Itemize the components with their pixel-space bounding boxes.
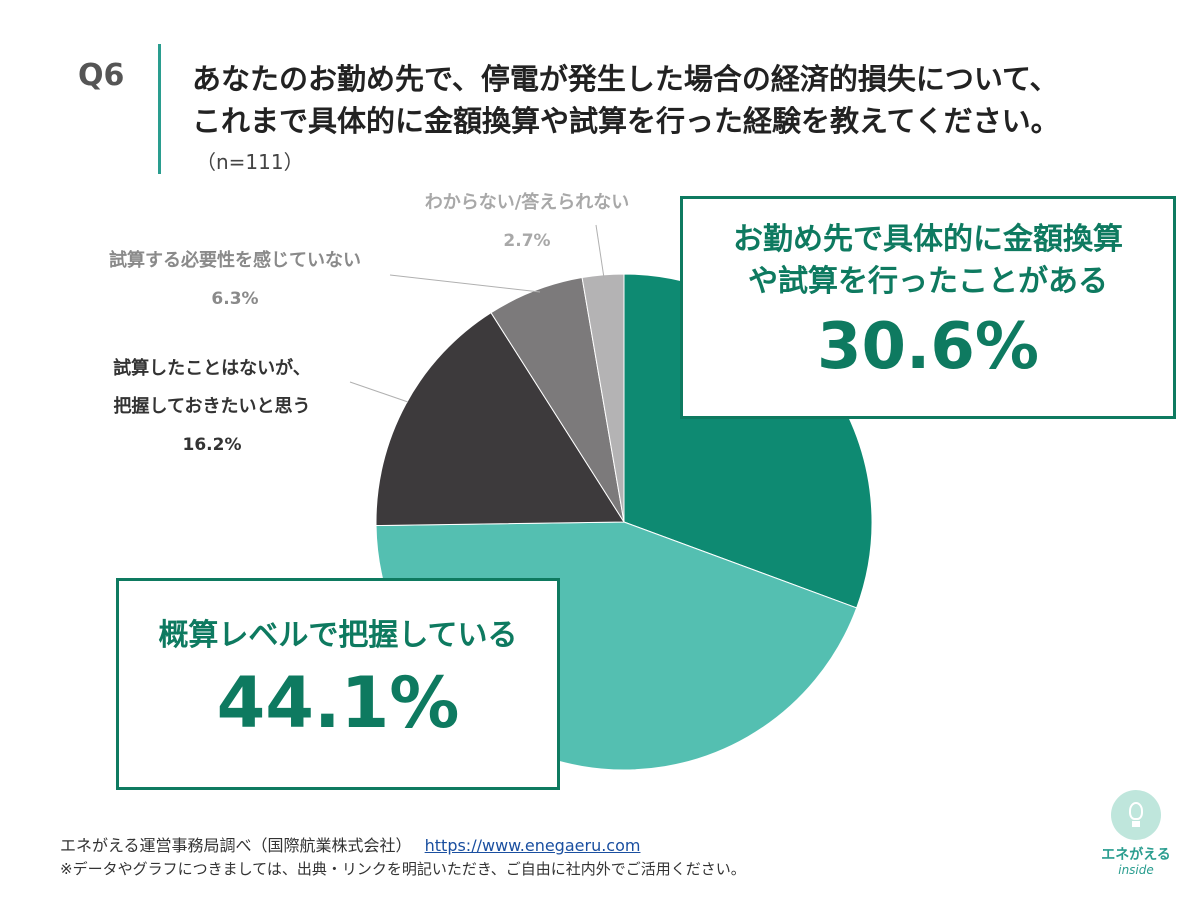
- slice5-label-text: わからない/答えられない: [424, 192, 630, 213]
- brand-logo: エネがえる inside: [1086, 790, 1186, 890]
- pie-slice-3: [375, 311, 625, 527]
- slice5-value: 2.7%: [503, 231, 551, 251]
- leader-line-slice5: [595, 224, 605, 279]
- leader-line-slice3: [349, 381, 409, 403]
- slice1-callout: お勤め先で具体的に金額換算 や試算を行ったことがある 30.6%: [680, 196, 1176, 419]
- question-text: あなたのお勤め先で、停電が発生した場合の経済的損失について、 これまで具体的に金…: [192, 58, 1182, 142]
- slice2-callout-value: 44.1%: [216, 662, 460, 744]
- logo-name: エネがえる: [1101, 847, 1171, 863]
- leader-line-slice4: [389, 274, 541, 293]
- question-line-1: あなたのお勤め先で、停電が発生した場合の経済的損失について、: [192, 62, 1059, 96]
- source-footer: エネがえる運営事務局調べ（国際航業株式会社） https://www.enega…: [60, 832, 640, 856]
- source-link[interactable]: https://www.enegaeru.com: [424, 836, 641, 855]
- slice4-value: 6.3%: [211, 289, 259, 309]
- question-divider: [158, 44, 161, 174]
- source-text: エネがえる運営事務局調べ（国際航業株式会社）: [60, 836, 412, 855]
- slice5-label: わからない/答えられない 2.7%: [392, 188, 662, 256]
- slice1-label-line2: や試算を行ったことがある: [748, 264, 1108, 299]
- leader-lines: [349, 224, 605, 403]
- slice4-label-text: 試算する必要性を感じていない: [109, 250, 361, 271]
- slice3-value: 16.2%: [182, 435, 242, 455]
- slice3-label-line2: 把握しておきたいと思う: [113, 396, 311, 417]
- slice3-label: 試算したことはないが、 把握しておきたいと思う 16.2%: [72, 354, 352, 460]
- slice1-callout-value: 30.6%: [816, 310, 1040, 384]
- pie-slice-5: [581, 273, 625, 523]
- slice1-callout-label: お勤め先で具体的に金額換算 や試算を行ったことがある: [683, 219, 1173, 303]
- slice4-label: 試算する必要性を感じていない 6.3%: [70, 246, 400, 314]
- question-number: Q6: [78, 58, 125, 93]
- lightbulb-icon: [1111, 790, 1161, 840]
- question-line-2: これまで具体的に金額換算や試算を行った経験を教えてください。: [192, 104, 1060, 138]
- sample-size: （n=111）: [196, 150, 304, 174]
- usage-note: ※データやグラフにつきましては、出典・リンクを明記いただき、ご自由に社内外でご活…: [60, 860, 746, 878]
- slice3-label-line1: 試算したことはないが、: [113, 358, 311, 379]
- slice1-label-line1: お勤め先で具体的に金額換算: [733, 222, 1123, 257]
- slice2-callout-label: 概算レベルで把握している: [158, 618, 518, 653]
- logo-sub: inside: [1118, 863, 1154, 877]
- slice2-callout: 概算レベルで把握している 44.1%: [116, 578, 560, 790]
